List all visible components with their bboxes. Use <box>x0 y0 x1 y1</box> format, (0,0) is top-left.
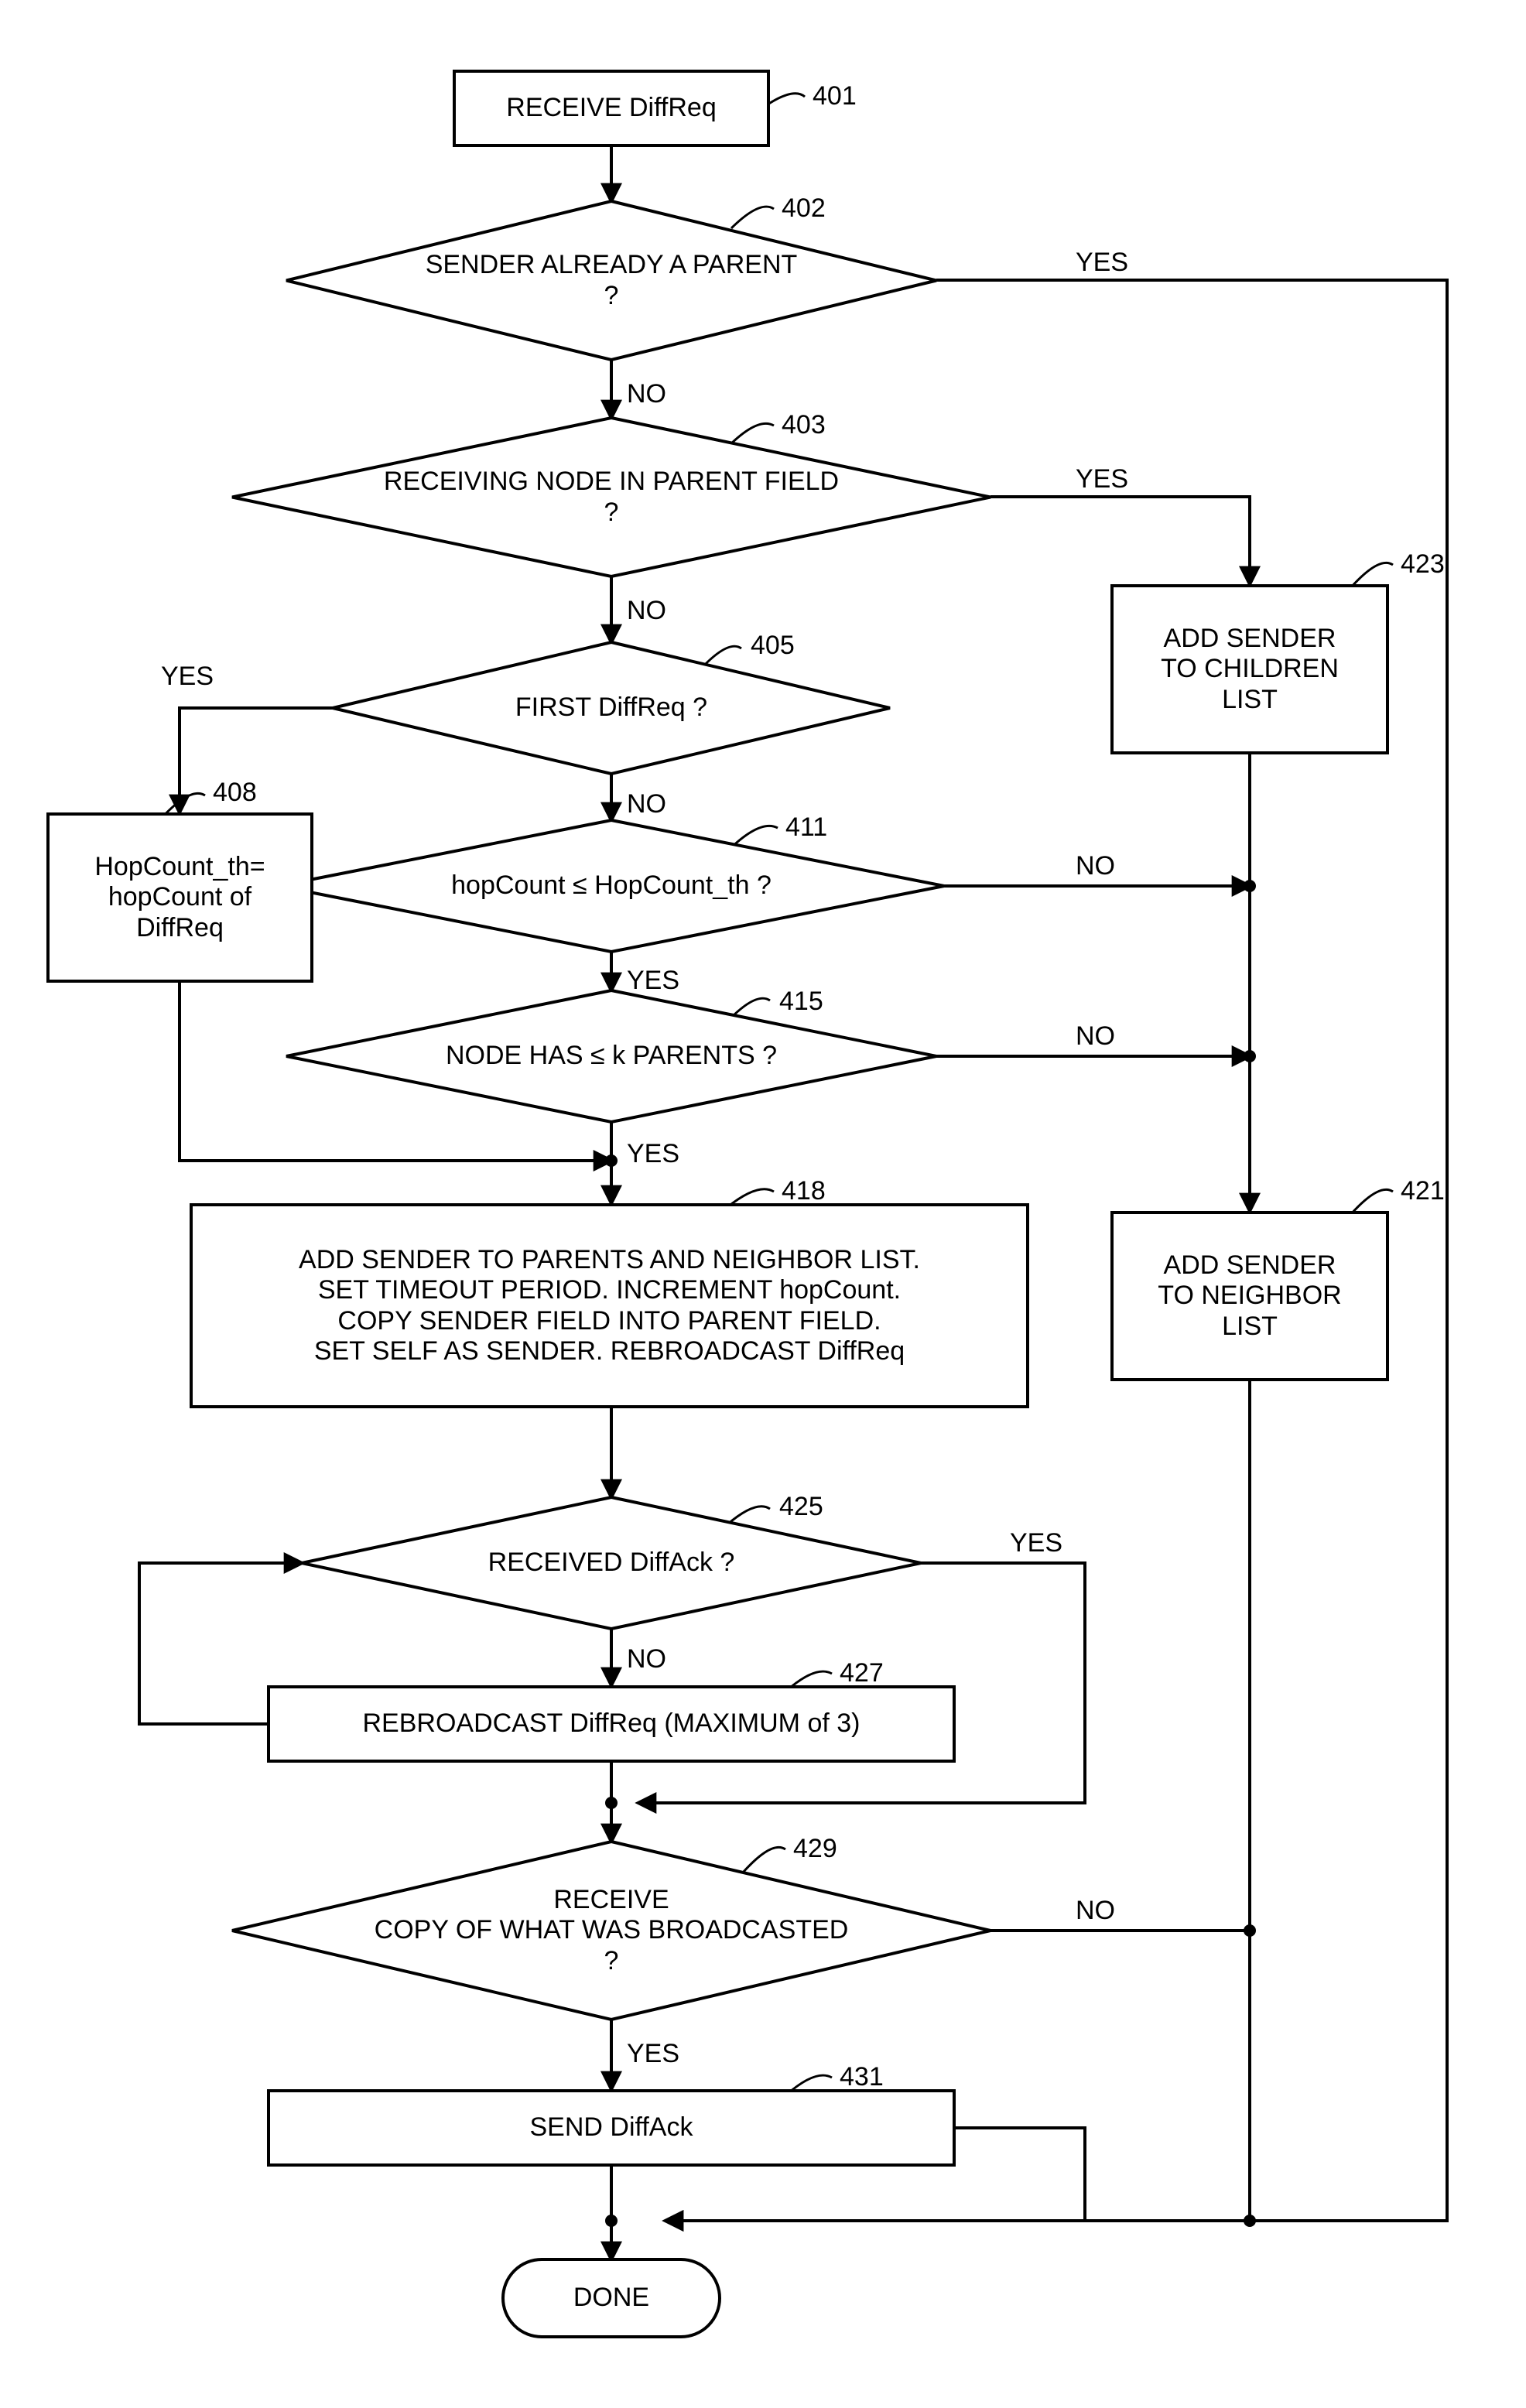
node-text: SENDER ALREADY A PARENT ? <box>426 250 798 310</box>
ref-label: 427 <box>840 1658 884 1688</box>
ref-label: 423 <box>1401 549 1445 580</box>
node-text: NODE HAS ≤ k PARENTS ? <box>446 1041 777 1071</box>
ref-label: 403 <box>782 410 826 440</box>
process-n431: SEND DiffAck <box>267 2089 956 2167</box>
node-text: ADD SENDER TO PARENTS AND NEIGHBOR LIST.… <box>299 1245 920 1366</box>
node-text: ADD SENDER TO CHILDREN LIST <box>1161 624 1339 714</box>
edge-label: YES <box>1076 248 1128 278</box>
node-text: DONE <box>573 2283 649 2313</box>
node-text-wrap: DONE <box>503 2259 720 2337</box>
edge-label: YES <box>161 662 214 692</box>
edge-label: YES <box>627 966 679 996</box>
edge-label: YES <box>627 2039 679 2069</box>
node-text: RECEIVE COPY OF WHAT WAS BROADCASTED ? <box>375 1885 849 1975</box>
process-n408: HopCount_th= hopCount of DiffReq <box>46 812 313 983</box>
node-text: RECEIVING NODE IN PARENT FIELD ? <box>384 467 839 527</box>
node-text-wrap: RECEIVED DiffAck ? <box>302 1497 921 1629</box>
node-text-wrap: NODE HAS ≤ k PARENTS ? <box>286 990 936 1122</box>
process-n427: REBROADCAST DiffReq (MAXIMUM of 3) <box>267 1685 956 1763</box>
ref-label: 418 <box>782 1176 826 1206</box>
ref-label: 402 <box>782 193 826 224</box>
edge-label: NO <box>627 596 666 626</box>
node-text-wrap: RECEIVING NODE IN PARENT FIELD ? <box>232 418 991 576</box>
process-n423: ADD SENDER TO CHILDREN LIST <box>1110 584 1389 754</box>
node-text-wrap: RECEIVE COPY OF WHAT WAS BROADCASTED ? <box>232 1842 991 2020</box>
ref-curve <box>768 94 805 104</box>
ref-label: 408 <box>213 778 257 808</box>
edge-label: NO <box>627 1644 666 1674</box>
edge <box>991 497 1250 584</box>
node-text: RECEIVE DiffReq <box>506 93 716 123</box>
process-n401: RECEIVE DiffReq <box>453 70 770 147</box>
node-text-wrap: hopCount ≤ HopCount_th ? <box>279 820 944 952</box>
ref-label: 425 <box>779 1492 823 1522</box>
process-n421: ADD SENDER TO NEIGHBOR LIST <box>1110 1211 1389 1381</box>
edge-label: NO <box>1076 1896 1115 1926</box>
edge-label: NO <box>627 789 666 819</box>
edge-label: YES <box>1076 464 1128 494</box>
node-text-wrap: FIRST DiffReq ? <box>333 642 890 774</box>
node-text: FIRST DiffReq ? <box>515 693 707 723</box>
ref-label: 401 <box>813 81 857 111</box>
ref-label: 421 <box>1401 1176 1445 1206</box>
ref-label: 429 <box>793 1834 837 1864</box>
node-text: HopCount_th= hopCount of DiffReq <box>94 852 265 942</box>
edge-label: NO <box>627 379 666 409</box>
edge-label: NO <box>1076 1021 1115 1052</box>
node-text: RECEIVED DiffAck ? <box>488 1548 735 1578</box>
node-text: ADD SENDER TO NEIGHBOR LIST <box>1158 1250 1341 1341</box>
ref-label: 415 <box>779 987 823 1017</box>
node-text: hopCount ≤ HopCount_th ? <box>451 871 772 901</box>
flowchart-canvas: RECEIVE DiffReq SENDER ALREADY A PARENT ?… <box>0 0 1526 2408</box>
node-text-wrap: SENDER ALREADY A PARENT ? <box>286 201 936 360</box>
ref-label: 431 <box>840 2062 884 2092</box>
process-n418: ADD SENDER TO PARENTS AND NEIGHBOR LIST.… <box>190 1203 1029 1408</box>
edge-label: NO <box>1076 851 1115 881</box>
ref-label: 405 <box>751 631 795 661</box>
edge-label: YES <box>627 1139 679 1169</box>
ref-label: 411 <box>785 812 827 843</box>
node-text: REBROADCAST DiffReq (MAXIMUM of 3) <box>363 1709 861 1739</box>
node-text: SEND DiffAck <box>530 2112 693 2143</box>
edge-label: YES <box>1010 1528 1062 1558</box>
